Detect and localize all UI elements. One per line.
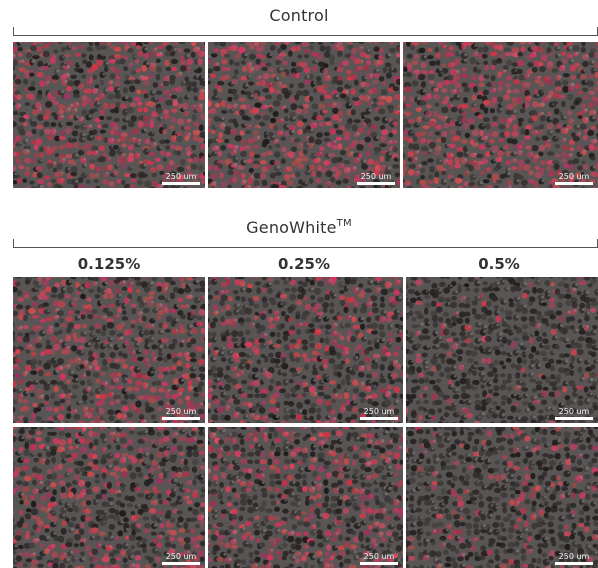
scale-bar-line	[555, 182, 593, 185]
micrograph-panel: 250 um	[208, 42, 400, 188]
scale-bar-label: 250 um	[558, 407, 590, 416]
micrograph-panel: 250 um	[406, 277, 598, 423]
scale-bar-label: 250 um	[165, 552, 197, 561]
scale-bar-line	[555, 417, 593, 420]
scale-bar: 250 um	[360, 407, 398, 420]
control-title: Control	[0, 6, 598, 25]
scale-bar-line	[555, 562, 593, 565]
micrograph-panel: 250 um	[13, 427, 205, 568]
scale-bar-label: 250 um	[558, 552, 590, 561]
scale-bar: 250 um	[162, 407, 200, 420]
scale-bar-line	[162, 562, 200, 565]
scale-bar-line	[360, 562, 398, 565]
scale-bar-label: 250 um	[363, 407, 395, 416]
scale-bar-line	[357, 182, 395, 185]
trademark-superscript: TM	[336, 218, 352, 229]
column-label-05: 0.5%	[478, 255, 520, 273]
column-label-0125: 0.125%	[77, 255, 141, 273]
scale-bar: 250 um	[162, 552, 200, 565]
cell-texture	[208, 42, 400, 188]
cell-texture	[403, 42, 598, 188]
scale-bar-label: 250 um	[360, 172, 392, 181]
column-label-025: 0.25%	[277, 255, 331, 273]
scale-bar: 250 um	[162, 172, 200, 185]
scale-bar-line	[162, 417, 200, 420]
cell-texture	[208, 277, 403, 423]
scale-bar-line	[360, 417, 398, 420]
genowhite-title: GenoWhiteTM	[0, 218, 598, 237]
scale-bar-label: 250 um	[558, 172, 590, 181]
micrograph-panel: 250 um	[406, 427, 598, 568]
control-title-text: Control	[269, 6, 329, 25]
scale-bar: 250 um	[360, 552, 398, 565]
scale-bar: 250 um	[357, 172, 395, 185]
cell-texture	[406, 427, 598, 568]
micrograph-panel: 250 um	[208, 277, 403, 423]
scale-bar: 250 um	[555, 172, 593, 185]
control-bracket	[13, 27, 598, 36]
scale-bar: 250 um	[555, 407, 593, 420]
scale-bar: 250 um	[555, 552, 593, 565]
scale-bar-label: 250 um	[165, 172, 197, 181]
genowhite-bracket	[13, 239, 598, 248]
micrograph-panel: 250 um	[403, 42, 598, 188]
scale-bar-line	[162, 182, 200, 185]
cell-texture	[13, 277, 205, 423]
scale-bar-label: 250 um	[165, 407, 197, 416]
cell-texture	[208, 427, 403, 568]
genowhite-title-text: GenoWhite	[246, 218, 337, 237]
micrograph-panel: 250 um	[13, 277, 205, 423]
micrograph-panel: 250 um	[13, 42, 205, 188]
micrograph-panel: 250 um	[208, 427, 403, 568]
cell-texture	[406, 277, 598, 423]
scale-bar-label: 250 um	[363, 552, 395, 561]
cell-texture	[13, 427, 205, 568]
cell-texture	[13, 42, 205, 188]
